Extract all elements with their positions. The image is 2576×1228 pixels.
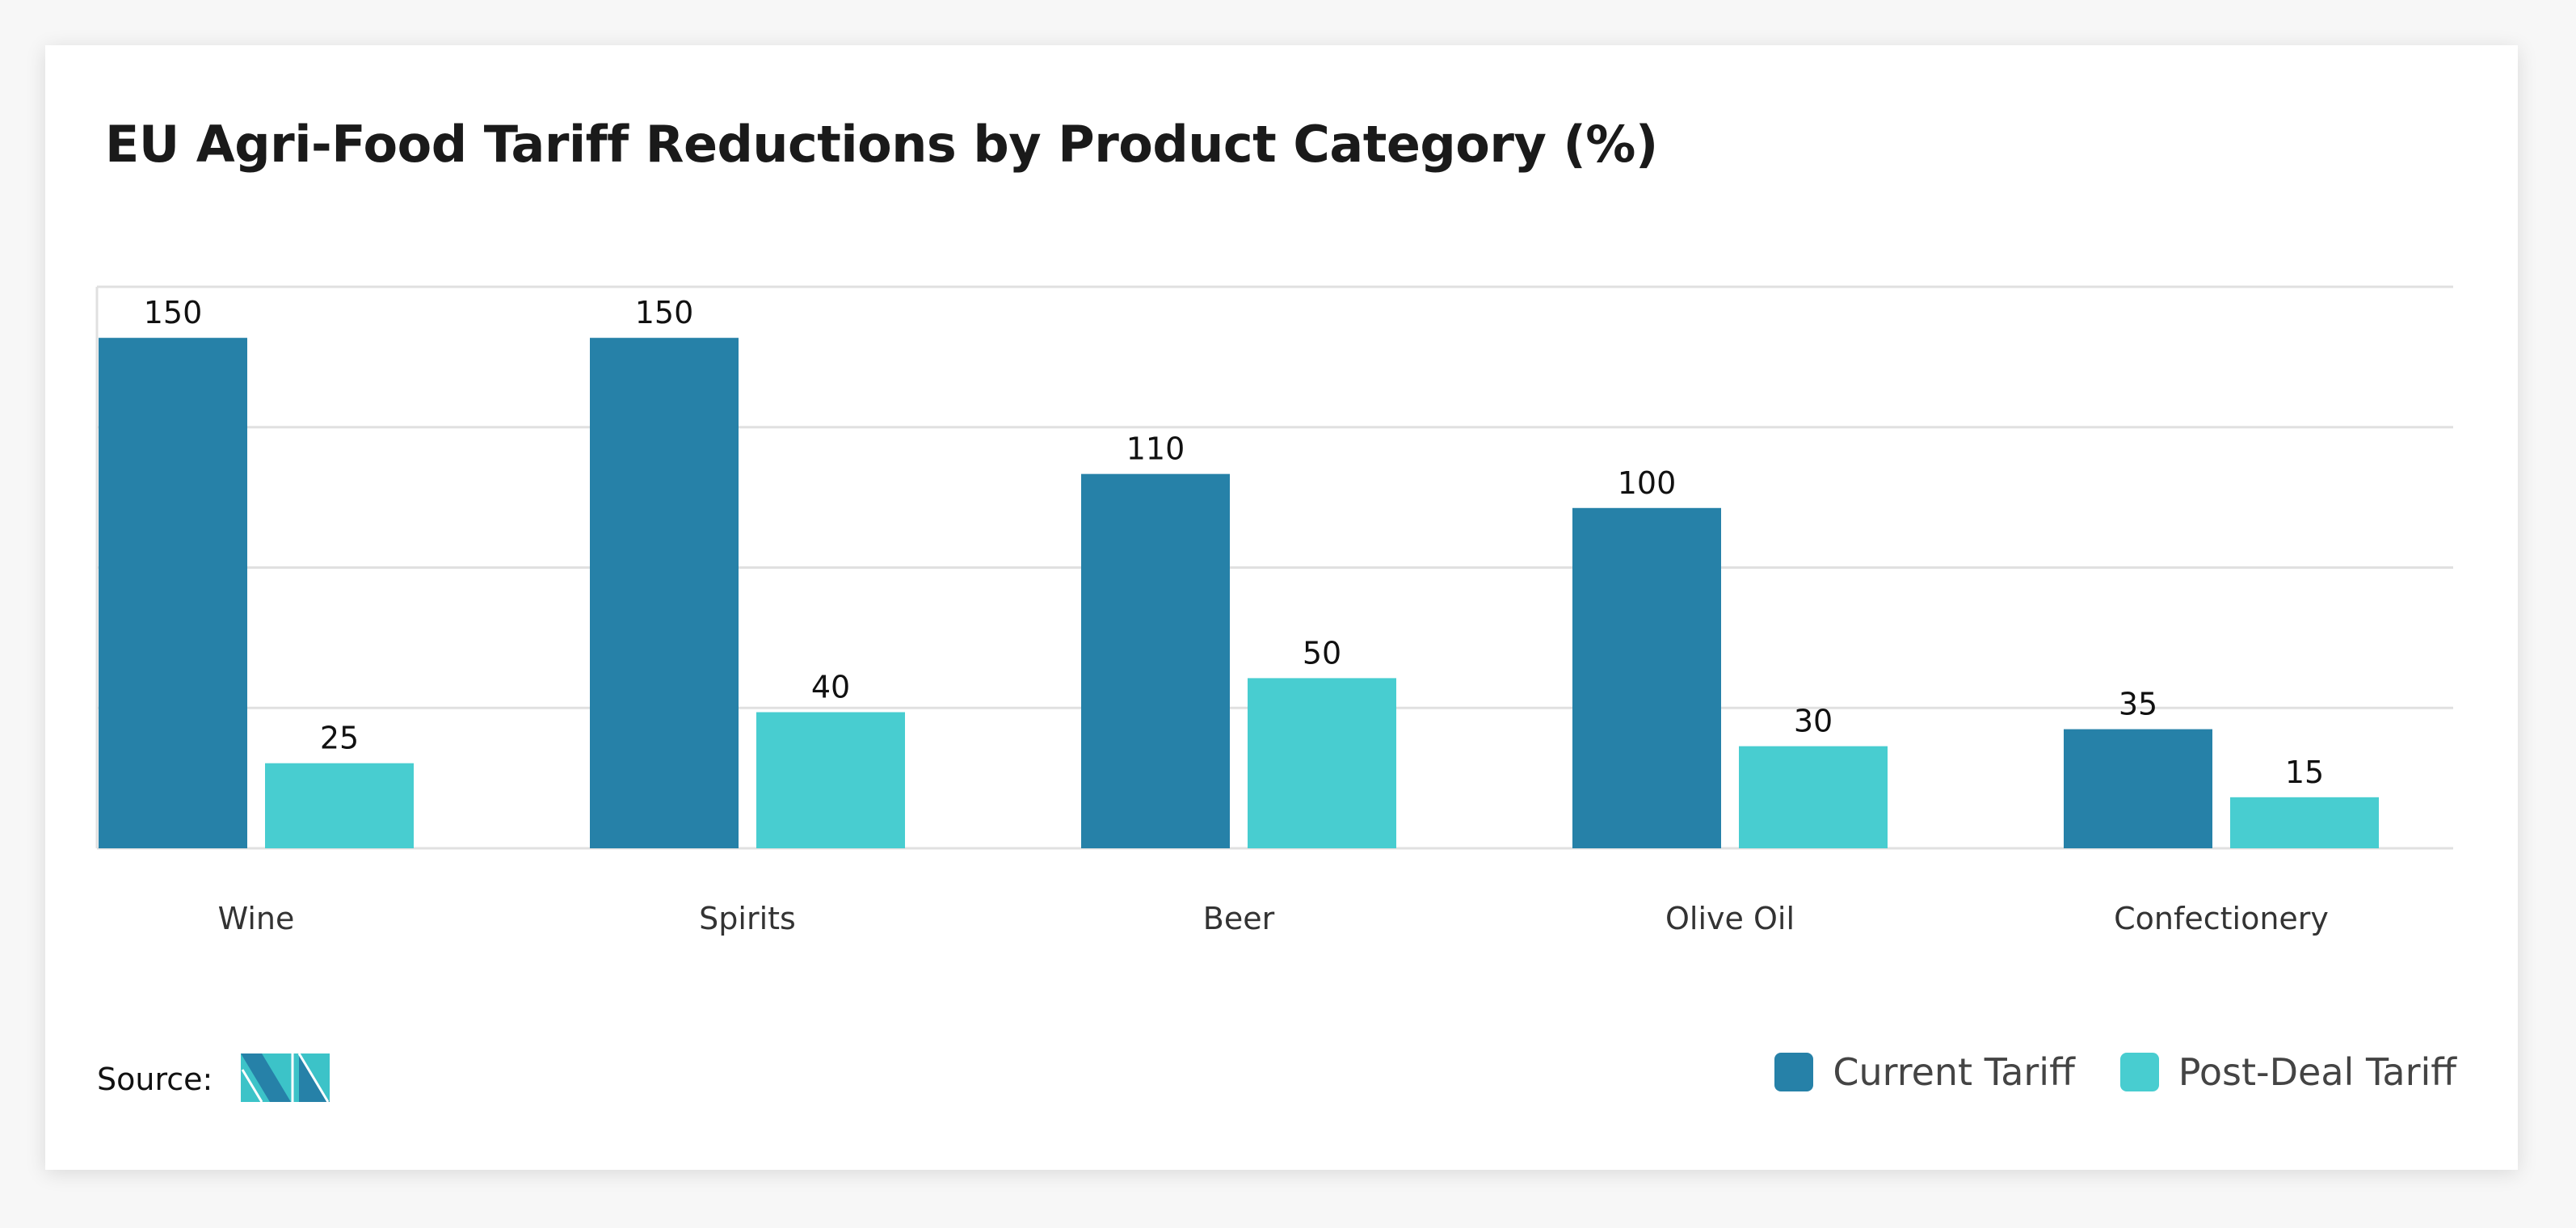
bar-post-deal [1739,746,1888,848]
x-tick-label: Beer [1203,901,1275,936]
bar-post-deal [756,712,905,848]
data-label: 15 [2285,755,2324,790]
bar-current [1572,507,1721,848]
data-label: 40 [811,670,850,705]
data-label: 150 [635,295,694,330]
data-label: 50 [1303,635,1341,671]
bar-chart: 150 25 Wine 150 40 Spirits 110 50 Beer 100 30 Olive… [95,285,2453,936]
bar-current [99,338,247,848]
data-label: 25 [320,721,359,756]
x-tick-label: Confectionery [2114,901,2329,936]
source-logo [241,1053,330,1102]
legend-label-current: Current Tariff [1833,1050,2075,1094]
bar-current [590,338,739,848]
x-tick-label: Wine [218,901,295,936]
legend-swatch-post-deal [2119,1053,2159,1091]
x-tick-label: Olive Oil [1665,901,1795,936]
bar-post-deal [265,763,414,848]
legend-label-post-deal: Post-Deal Tariff [2178,1050,2456,1094]
data-label: 35 [2119,687,2157,722]
data-label: 30 [1794,704,1833,739]
data-label: 150 [144,295,203,330]
legend-swatch-current [1774,1053,1814,1091]
chart-card: EU Agri-Food Tariff Reductions by Produc… [45,45,2518,1170]
legend-item-current: Current Tariff [1774,1050,2075,1094]
source-label: Source: [97,1062,213,1097]
chart-title: EU Agri-Food Tariff Reductions by Produc… [105,115,1658,174]
data-label: 100 [1618,465,1677,501]
data-label: 110 [1126,431,1185,467]
x-tick-label: Spirits [699,901,796,936]
legend: Current Tariff Post-Deal Tariff [1729,1050,2456,1094]
legend-item-post-deal: Post-Deal Tariff [2119,1050,2456,1094]
bar-current [1081,473,1230,848]
bar-current [2064,729,2212,848]
bar-post-deal [2230,797,2379,848]
bar-post-deal [1248,678,1396,848]
